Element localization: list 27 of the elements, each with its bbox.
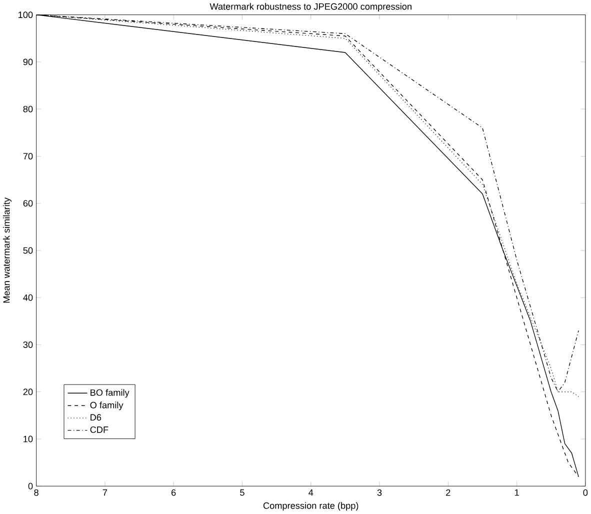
y-tick-label: 0	[28, 483, 33, 490]
y-axis-title: Mean watermark similarity	[3, 198, 12, 303]
x-tick-label: 4	[308, 490, 314, 496]
y-tick-label: 30	[23, 342, 33, 348]
y-tick-label: 50	[23, 247, 33, 254]
y-tick-label: 40	[23, 294, 33, 301]
y-tick-label: 90	[23, 58, 33, 66]
legend-label: CDF	[90, 426, 108, 434]
legend-label: O family	[90, 402, 124, 410]
x-tick-label: 7	[102, 490, 108, 496]
x-tick-label: 2	[446, 490, 450, 496]
y-tick-label: 10	[24, 436, 33, 442]
x-tick-label: 5	[240, 490, 244, 496]
x-tick-label: 8	[34, 490, 38, 496]
y-tick-label: 20	[23, 388, 33, 396]
x-tick-label: 3	[377, 490, 382, 496]
y-tick-label: 100	[18, 12, 33, 18]
x-tick-label: 6	[172, 490, 176, 496]
y-tick-label: 60	[23, 200, 33, 207]
x-tick-label: 0	[583, 490, 588, 496]
legend-label: BO family	[90, 389, 130, 398]
x-axis-title: Compression rate (bpp)	[263, 502, 358, 511]
y-tick-label: 70	[23, 153, 33, 160]
x-tick-label: 1	[514, 490, 519, 496]
y-tick-label: 80	[23, 106, 33, 112]
legend-label: D6	[90, 414, 102, 421]
chart-title: Watermark robustness to JPEG2000 compression	[210, 3, 412, 12]
